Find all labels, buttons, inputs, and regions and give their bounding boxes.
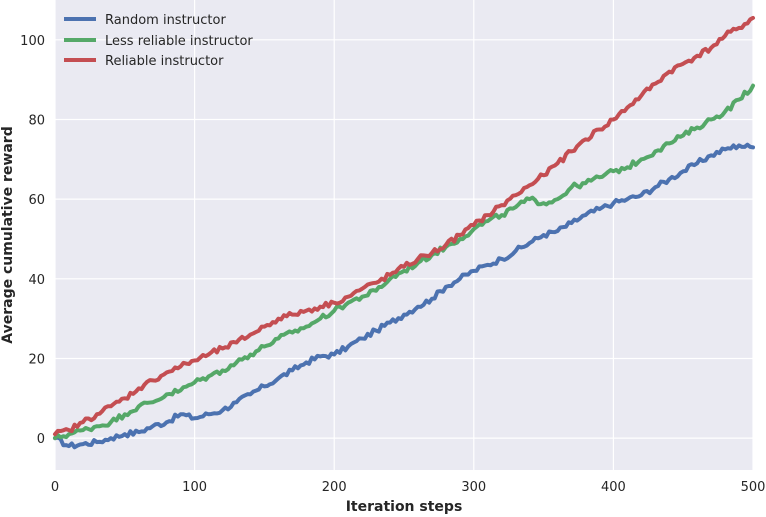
series-line-random-instructor bbox=[53, 142, 755, 450]
x-tick-label: 500 bbox=[741, 480, 766, 495]
x-tick-label: 200 bbox=[322, 480, 347, 495]
legend-label-random-instructor: Random instructor bbox=[105, 13, 226, 28]
legend-label-less-reliable-instructor: Less reliable instructor bbox=[105, 34, 253, 49]
series-lines bbox=[53, 15, 755, 450]
y-tick-label: 0 bbox=[37, 432, 45, 447]
series-line-less-reliable-instructor bbox=[53, 83, 755, 441]
series-line-reliable-instructor bbox=[53, 15, 755, 437]
plot-background bbox=[55, 0, 753, 470]
y-tick-label: 80 bbox=[28, 113, 45, 128]
y-tick-labels: 0 20 40 60 80 100 bbox=[20, 34, 45, 447]
x-axis-label: Iteration steps bbox=[346, 499, 463, 515]
grid-lines bbox=[54, 0, 754, 470]
x-tick-label: 0 bbox=[51, 480, 59, 495]
x-tick-labels: 0 100 200 300 400 500 bbox=[51, 480, 766, 495]
x-tick-label: 400 bbox=[601, 480, 626, 495]
y-tick-label: 60 bbox=[28, 193, 45, 208]
y-tick-label: 40 bbox=[28, 273, 45, 288]
x-tick-label: 300 bbox=[461, 480, 486, 495]
y-tick-label: 20 bbox=[28, 352, 45, 367]
y-axis-label: Average cumulative reward bbox=[0, 126, 16, 343]
legend-label-reliable-instructor: Reliable instructor bbox=[105, 54, 224, 69]
legend: Random instructor Less reliable instruct… bbox=[64, 13, 253, 69]
y-tick-label: 100 bbox=[20, 34, 45, 49]
x-tick-label: 100 bbox=[182, 480, 207, 495]
